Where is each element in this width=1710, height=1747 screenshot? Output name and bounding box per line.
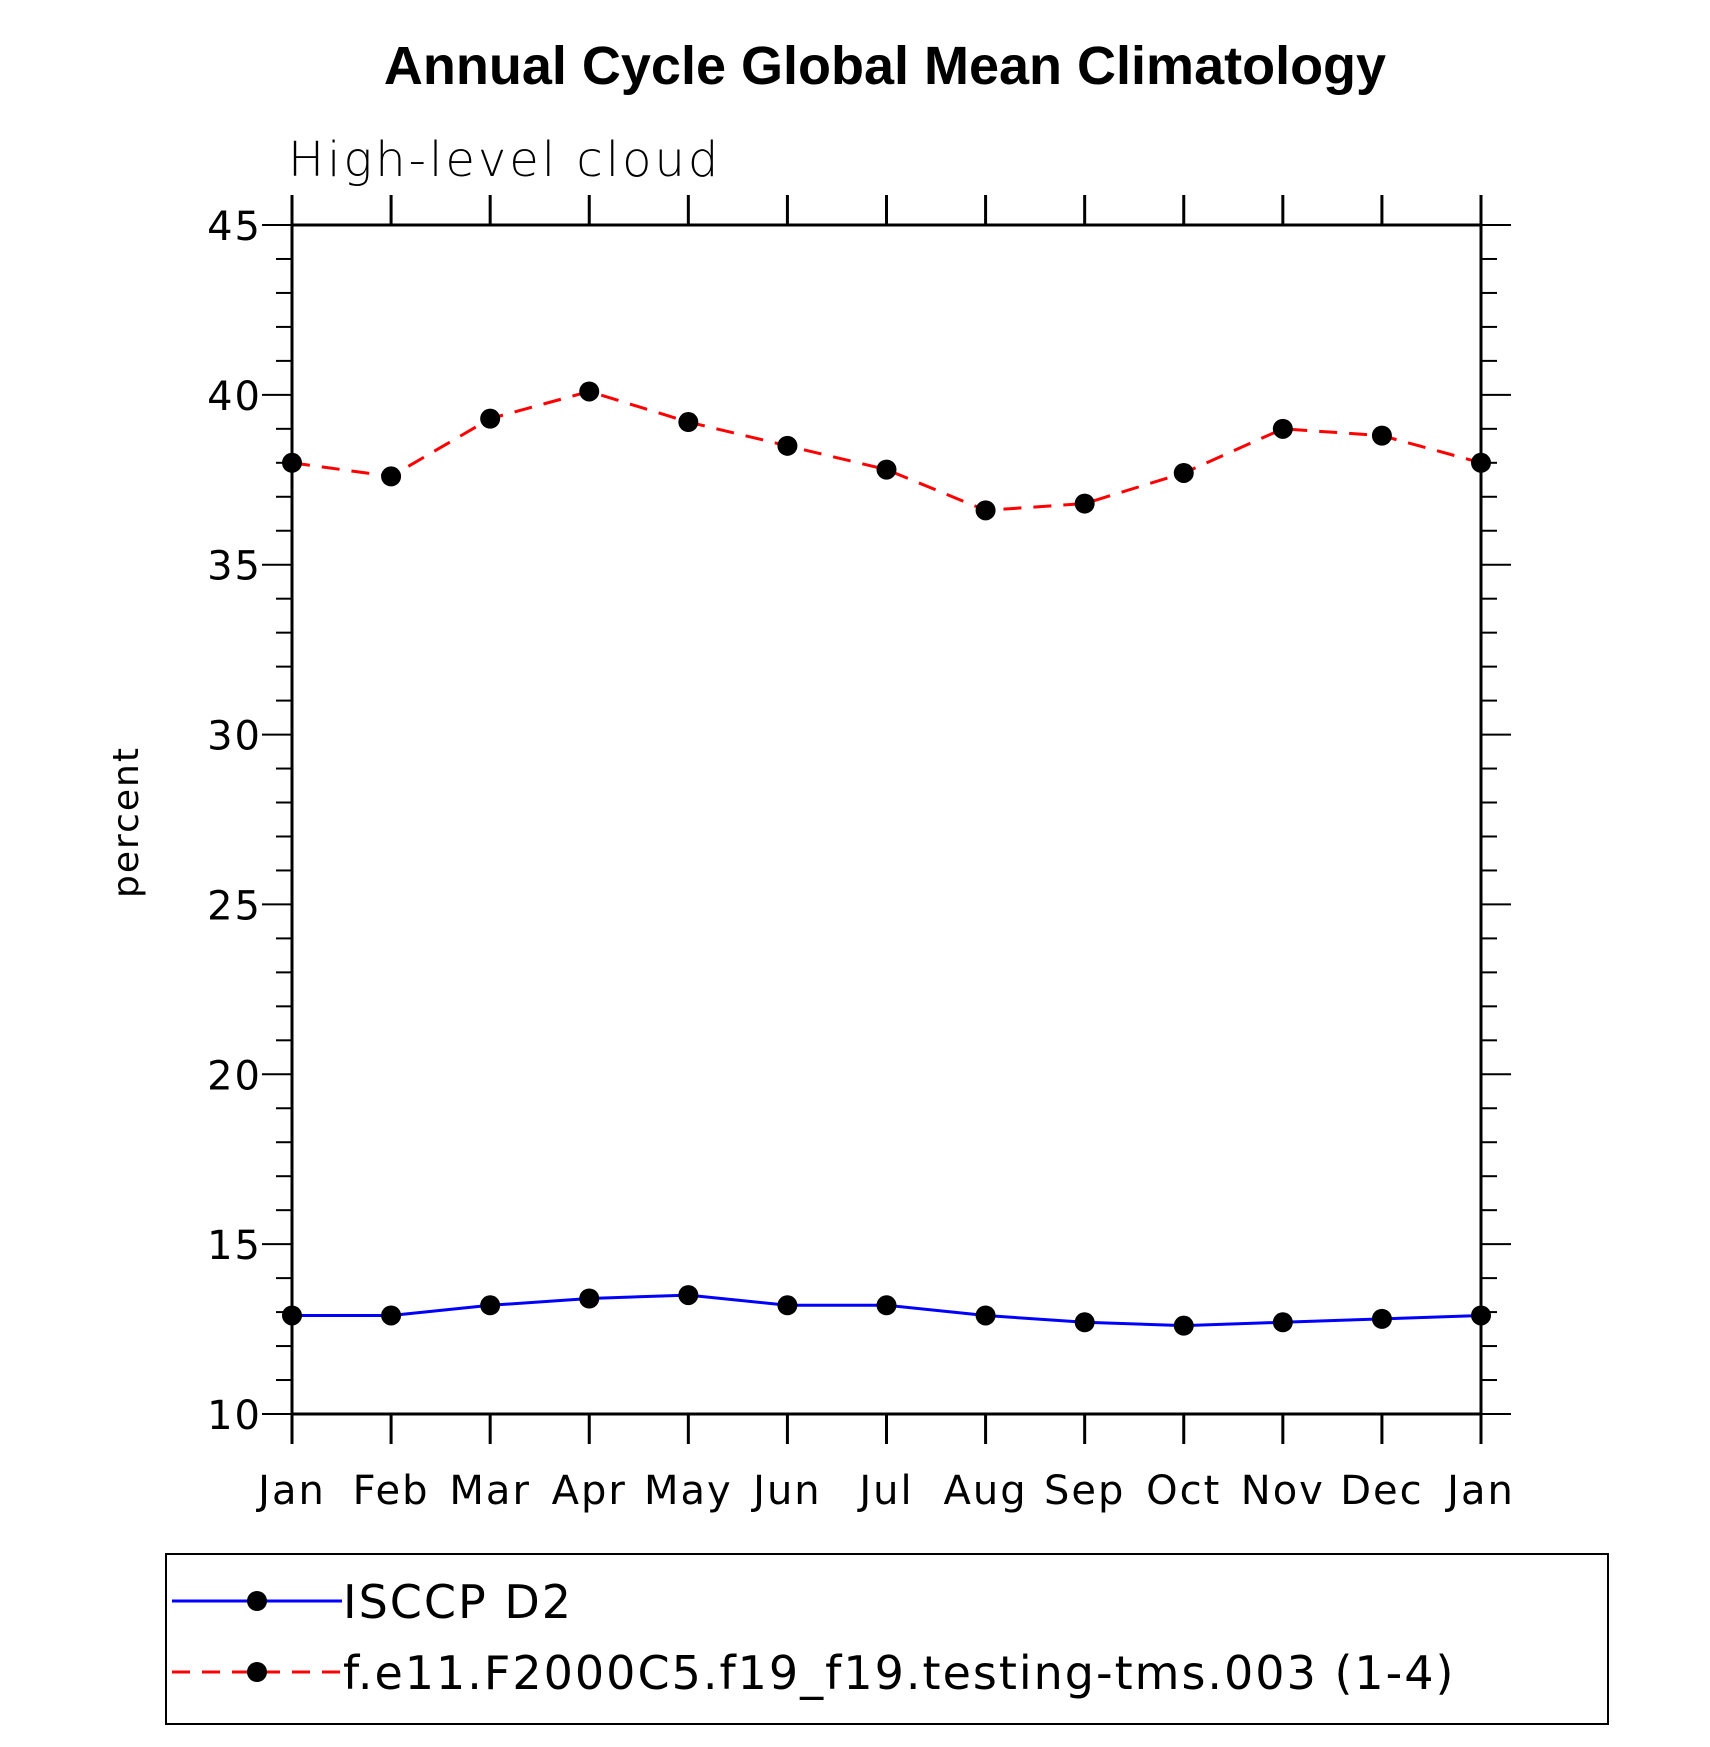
legend-label-series-1: ISCCP D2 <box>343 1575 573 1629</box>
y-tick-label: 20 <box>207 1053 262 1099</box>
y-tick-label: 40 <box>207 374 262 420</box>
series-1-point <box>579 1288 600 1309</box>
x-tick-label: Dec <box>1340 1468 1423 1514</box>
series-1-point <box>1371 1308 1392 1329</box>
series-2-point <box>1173 462 1194 483</box>
series-1-point <box>480 1295 501 1316</box>
legend-marker-series-1 <box>247 1591 267 1611</box>
x-tick-label: Mar <box>449 1468 530 1514</box>
x-tick-labels: Jan Feb Mar Apr May Jun Jul Aug Sep Oct Nov Dec Jan <box>255 1468 1515 1514</box>
plot-frame <box>290 223 1483 1416</box>
chart-title: Annual Cycle Global Mean Climatology <box>384 36 1386 96</box>
y-tick-label: 35 <box>207 544 262 590</box>
series-2-point <box>1371 425 1392 446</box>
series-2-point <box>579 381 600 402</box>
series-1-point <box>777 1295 798 1316</box>
legend-marker-series-2 <box>247 1662 267 1682</box>
series-2-point <box>1074 493 1095 514</box>
y-tick-label: 30 <box>207 714 262 760</box>
legend-entry-series-1: ISCCP D2 <box>172 1575 573 1629</box>
series-2-point <box>381 466 402 487</box>
x-tick-label: May <box>644 1468 733 1514</box>
legend: ISCCP D2 f.e11.F2000C5.f19_f19.testing-t… <box>165 1553 1609 1725</box>
series-2-point <box>777 435 798 456</box>
x-tick-label: Nov <box>1241 1468 1325 1514</box>
chart-subtitle: High-level cloud <box>288 132 721 188</box>
series-2-point <box>975 500 996 521</box>
y-tick-labels: 10 15 20 25 30 35 40 45 <box>207 204 262 1439</box>
x-tick-label: Jan <box>255 1468 326 1514</box>
y-axis-label: percent <box>106 746 147 898</box>
legend-box <box>165 1553 1609 1725</box>
y-tick-label: 25 <box>207 883 262 929</box>
series-1-point <box>1272 1312 1293 1333</box>
series-1-point <box>1173 1315 1194 1336</box>
series-2-point <box>876 459 897 480</box>
series-1-point <box>678 1285 699 1306</box>
x-tick-label: Apr <box>552 1468 627 1514</box>
y-tick-label: 15 <box>207 1223 262 1269</box>
x-tick-label: Aug <box>944 1468 1028 1514</box>
x-tick-label: Jun <box>750 1468 822 1514</box>
series-2-point <box>1272 418 1293 439</box>
y-tick-label: 45 <box>207 204 262 250</box>
x-tick-label: Jan <box>1444 1468 1515 1514</box>
x-tick-label: Oct <box>1146 1468 1221 1514</box>
x-tick-label: Sep <box>1044 1468 1125 1514</box>
series-layer <box>282 381 1491 1336</box>
axis-ticks <box>262 195 1511 1444</box>
series-1-point <box>381 1305 402 1326</box>
series-1-point <box>1074 1312 1095 1333</box>
series-2-point <box>678 412 699 433</box>
y-tick-label: 10 <box>207 1393 262 1439</box>
legend-label-series-2: f.e11.F2000C5.f19_f19.testing-tms.003 (1… <box>343 1646 1456 1700</box>
legend-entry-series-2: f.e11.F2000C5.f19_f19.testing-tms.003 (1… <box>172 1646 1456 1700</box>
x-tick-label: Jul <box>856 1468 913 1514</box>
x-tick-label: Feb <box>353 1468 430 1514</box>
series-2-line <box>291 389 1482 512</box>
series-1-point <box>975 1305 996 1326</box>
series-2-point <box>480 408 501 429</box>
series-1-point <box>876 1295 897 1316</box>
